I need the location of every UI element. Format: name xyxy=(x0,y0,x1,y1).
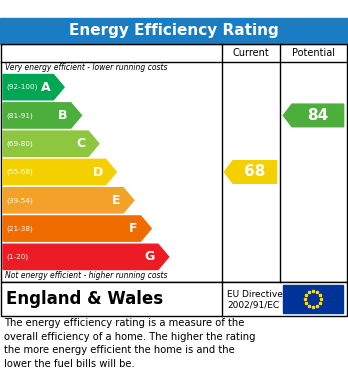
Text: Not energy efficient - higher running costs: Not energy efficient - higher running co… xyxy=(5,271,167,280)
Text: (1-20): (1-20) xyxy=(6,254,28,260)
Text: EU Directive: EU Directive xyxy=(227,291,283,300)
Text: 2002/91/EC: 2002/91/EC xyxy=(227,301,279,310)
Text: G: G xyxy=(145,250,155,264)
Text: Very energy efficient - lower running costs: Very energy efficient - lower running co… xyxy=(5,63,167,72)
Bar xyxy=(1,282,347,316)
Text: (81-91): (81-91) xyxy=(6,112,33,119)
Text: (92-100): (92-100) xyxy=(6,84,37,90)
Polygon shape xyxy=(3,188,134,213)
Text: The energy efficiency rating is a measure of the
overall efficiency of a home. T: The energy efficiency rating is a measur… xyxy=(4,318,255,369)
Polygon shape xyxy=(224,161,277,183)
Bar xyxy=(1,44,347,282)
Polygon shape xyxy=(3,103,81,128)
Text: (55-68): (55-68) xyxy=(6,169,33,175)
Text: England & Wales: England & Wales xyxy=(6,290,163,308)
Text: Current: Current xyxy=(232,48,269,58)
Polygon shape xyxy=(283,104,343,127)
Polygon shape xyxy=(3,131,99,156)
Polygon shape xyxy=(3,75,64,100)
Bar xyxy=(0,18,348,44)
Text: A: A xyxy=(41,81,50,93)
Polygon shape xyxy=(3,160,116,185)
Text: E: E xyxy=(112,194,120,207)
Text: 68: 68 xyxy=(244,165,266,179)
Text: Potential: Potential xyxy=(292,48,335,58)
Text: D: D xyxy=(93,165,103,179)
Bar xyxy=(283,285,343,313)
Text: Energy Efficiency Rating: Energy Efficiency Rating xyxy=(69,23,279,38)
Text: B: B xyxy=(58,109,68,122)
Text: (69-80): (69-80) xyxy=(6,140,33,147)
Text: (21-38): (21-38) xyxy=(6,225,33,232)
Polygon shape xyxy=(3,216,151,241)
Text: F: F xyxy=(129,222,137,235)
Polygon shape xyxy=(3,244,169,269)
Text: 84: 84 xyxy=(307,108,329,123)
Text: (39-54): (39-54) xyxy=(6,197,33,204)
Text: C: C xyxy=(76,137,85,150)
